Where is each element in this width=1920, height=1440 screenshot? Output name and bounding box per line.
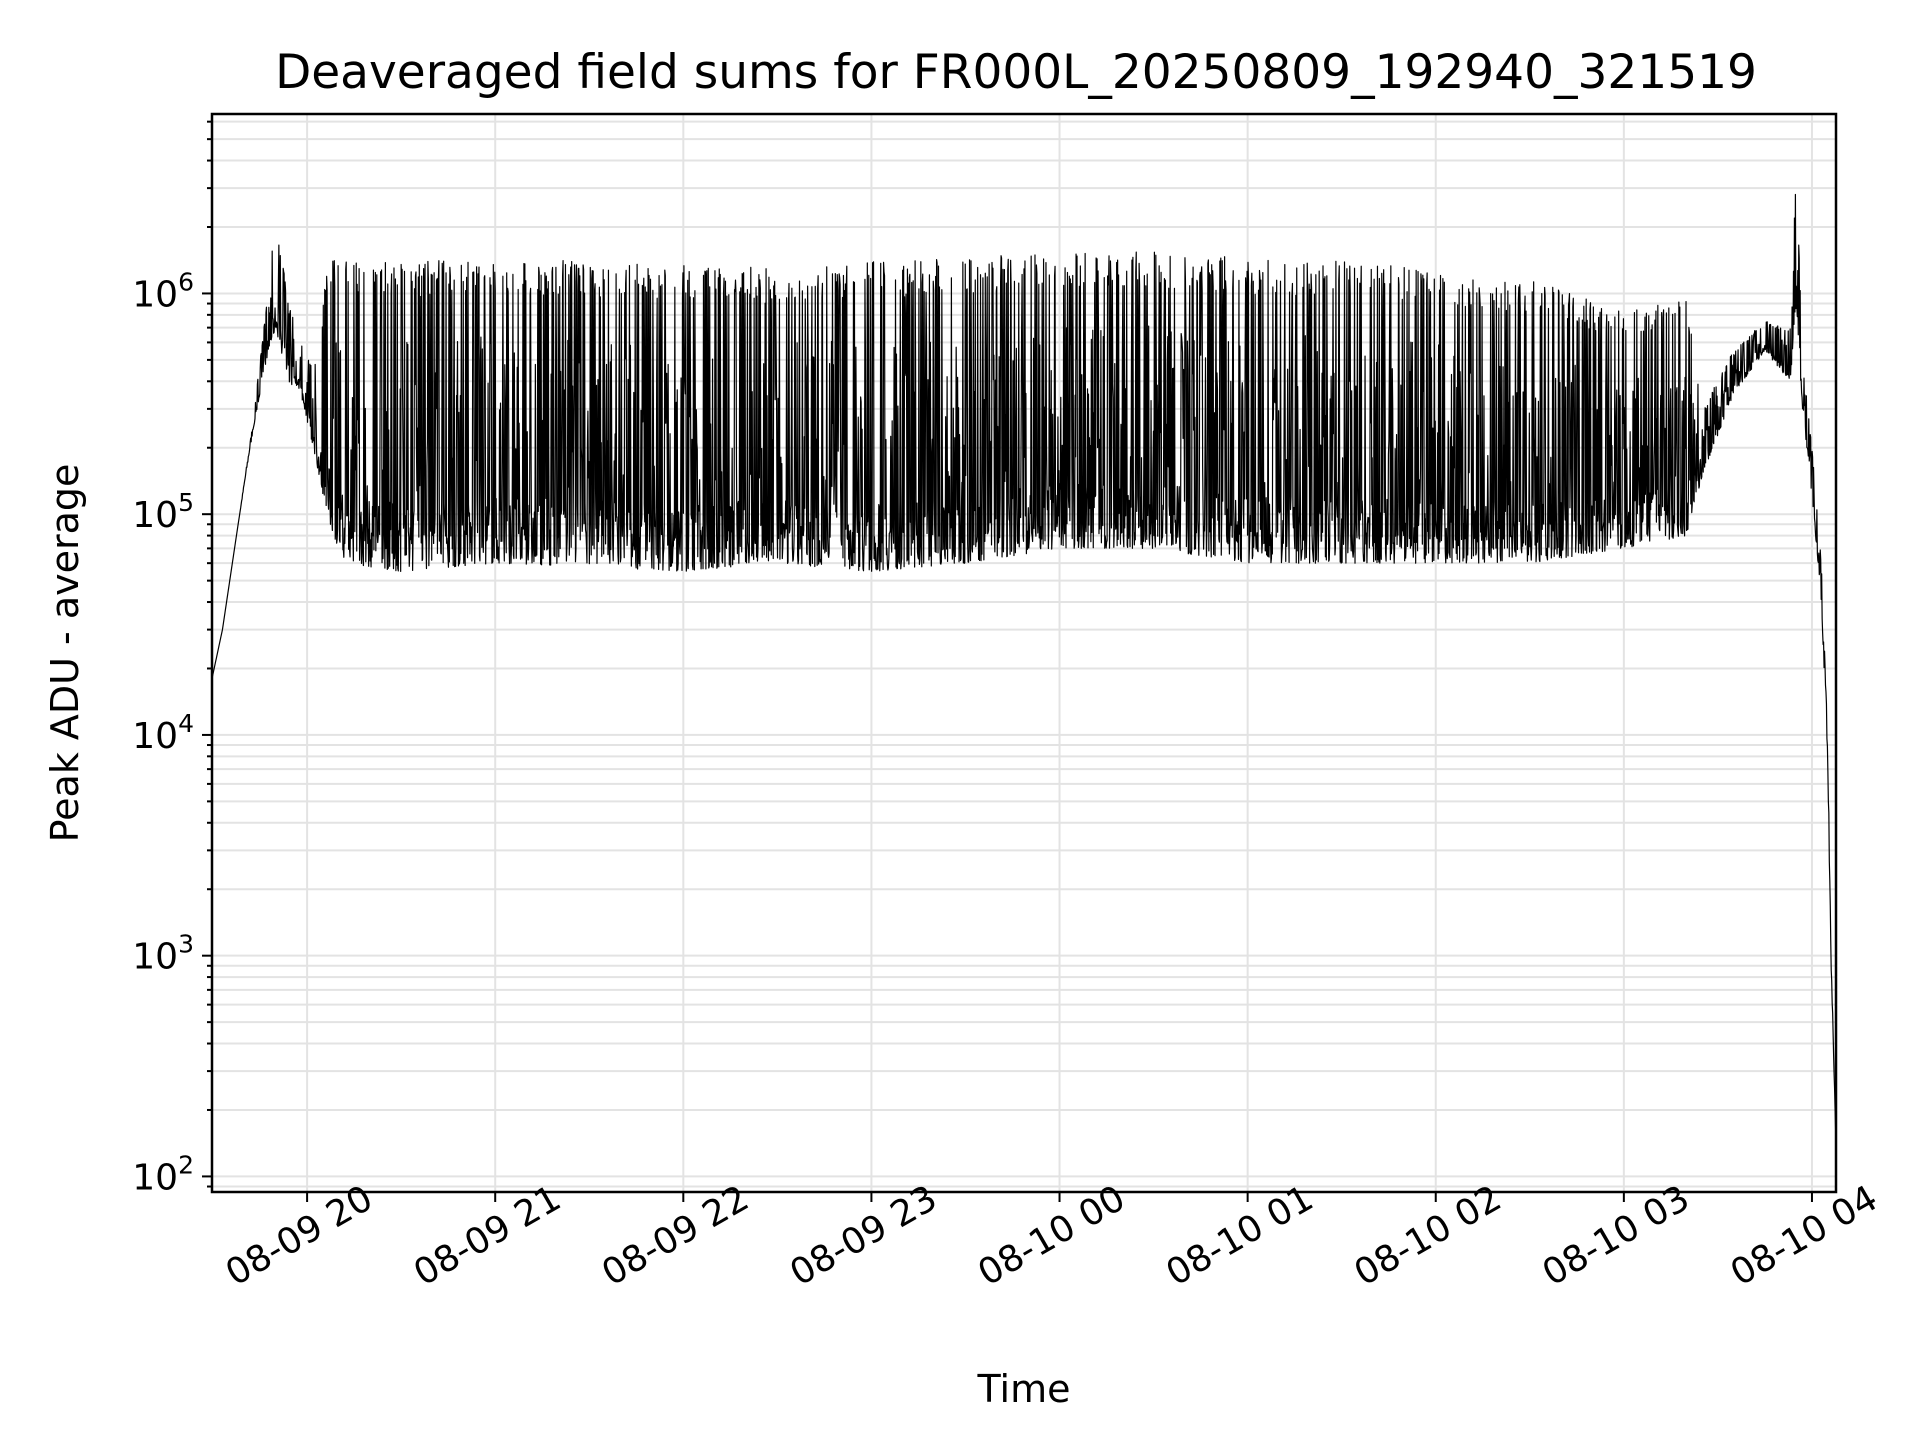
x-tick-label: 08-10 01 xyxy=(1160,1178,1321,1294)
y-tick-label: 104 xyxy=(132,709,194,757)
x-tick-label: 08-10 03 xyxy=(1536,1178,1697,1294)
y-tick-label: 105 xyxy=(132,488,194,536)
y-tick-label: 103 xyxy=(132,930,194,978)
x-tick-label: 08-10 04 xyxy=(1724,1178,1885,1294)
series-line xyxy=(211,193,1837,1145)
plot-frame xyxy=(210,112,1838,1194)
x-tick-label: 08-09 23 xyxy=(783,1178,944,1294)
chart-title: Deaveraged field sums for FR000L_2025080… xyxy=(275,45,1757,100)
x-axis-label: Time xyxy=(977,1367,1071,1411)
x-axis-ticks: 08-09 20 08-09 21 08-09 22 08-09 23 08-10 00… xyxy=(219,1178,1885,1294)
y-axis-label: Peak ADU - average xyxy=(43,464,87,843)
x-tick-label: 08-09 20 xyxy=(219,1178,380,1294)
y-tick-label: 106 xyxy=(132,267,194,315)
y-axis-ticks: 102 103 104 105 106 xyxy=(132,120,212,1198)
x-tick-label: 08-10 02 xyxy=(1348,1178,1509,1294)
x-tick-label: 08-09 21 xyxy=(407,1178,568,1294)
y-tick-label: 102 xyxy=(132,1150,194,1198)
series-layer xyxy=(211,193,1837,1145)
x-tick-label: 08-09 22 xyxy=(595,1178,756,1294)
x-tick-label: 08-10 00 xyxy=(971,1178,1132,1294)
gridlines xyxy=(212,114,1836,1192)
